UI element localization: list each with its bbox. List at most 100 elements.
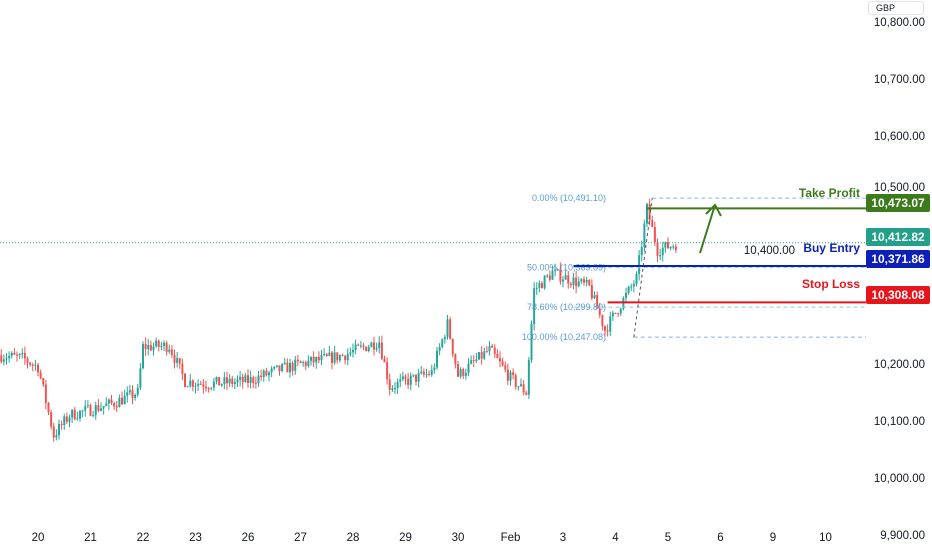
candle-body <box>562 279 564 282</box>
candle-body <box>443 336 446 340</box>
candle-body <box>425 373 428 375</box>
candle-body <box>388 379 391 390</box>
candle-body <box>65 416 68 422</box>
candle-body <box>29 362 32 365</box>
candle-body <box>165 342 168 352</box>
candle-body <box>640 247 643 256</box>
candle-body <box>525 392 528 395</box>
candle-body <box>380 342 383 359</box>
candle-body <box>488 345 491 352</box>
candle-body <box>310 356 312 361</box>
candle-body <box>585 279 588 283</box>
candle-body <box>404 376 407 379</box>
candle-body <box>567 275 570 284</box>
candle-body <box>268 372 270 376</box>
candle-body <box>52 426 55 438</box>
candle-body <box>648 204 651 220</box>
candle-body <box>47 403 50 413</box>
candle-body <box>457 364 459 377</box>
candle-body <box>60 424 63 426</box>
candle-body <box>352 349 354 353</box>
candle-body <box>454 354 457 365</box>
stop-loss-price-badge: 10,308.08 <box>866 286 930 304</box>
candle-body <box>207 388 210 390</box>
candle-body <box>569 283 572 286</box>
candle-body <box>627 286 630 293</box>
fib-trend-line <box>633 198 653 338</box>
candle-body <box>110 399 113 404</box>
candle-body <box>556 269 559 271</box>
candle-body <box>596 295 599 309</box>
candle-body <box>514 375 517 387</box>
candle-body <box>367 347 370 352</box>
candle-body <box>401 376 404 380</box>
candle-body <box>509 372 512 381</box>
candle-body <box>115 406 118 408</box>
price-tick-label: 10,000.00 <box>874 473 925 485</box>
candle-body <box>176 358 179 363</box>
candle-body <box>538 283 541 288</box>
candle-body <box>467 363 470 373</box>
candle-body <box>651 219 654 228</box>
candle-body <box>543 275 546 289</box>
candle-body <box>436 350 438 368</box>
time-tick-label: 22 <box>137 532 150 544</box>
candle-body <box>399 379 402 382</box>
candle-body <box>656 242 659 256</box>
candle-body <box>522 384 525 393</box>
candle-body <box>325 354 328 356</box>
candle-body <box>257 375 260 384</box>
candle-body <box>593 295 596 299</box>
candle-body <box>378 342 381 348</box>
candle-body <box>635 274 638 284</box>
candle-body <box>94 405 97 416</box>
candle-body <box>478 352 480 360</box>
candle-body <box>669 246 672 249</box>
candle-body <box>307 360 310 367</box>
candle-body <box>611 312 614 317</box>
candle-body <box>583 279 585 283</box>
candle-body <box>315 356 318 363</box>
currency-label[interactable]: GBP <box>868 1 924 15</box>
candle-body <box>286 362 289 373</box>
candle-body <box>155 340 158 347</box>
candle-body <box>672 246 675 248</box>
candle-body <box>212 381 215 388</box>
candle-body <box>420 371 423 374</box>
candle-body <box>533 288 536 325</box>
candle-body <box>278 365 281 371</box>
candle-body <box>409 375 412 385</box>
candle-body <box>580 279 583 282</box>
candle-body <box>430 370 433 375</box>
price-tick-label: 10,700.00 <box>874 74 925 86</box>
candle-body <box>76 418 79 420</box>
candle-body <box>223 377 226 384</box>
candle-body <box>249 377 252 384</box>
candle-body <box>554 269 557 272</box>
candle-body <box>244 375 247 383</box>
candle-body <box>173 354 176 363</box>
candle-body <box>189 380 192 387</box>
candle-body <box>142 344 144 369</box>
candle-body <box>601 315 604 327</box>
candle-body <box>609 316 612 332</box>
candle-body <box>407 378 410 385</box>
candle-body <box>58 424 60 436</box>
candle-body <box>375 347 378 350</box>
candle-body <box>220 383 223 386</box>
candle-body <box>588 279 591 286</box>
candle-body <box>412 374 415 376</box>
candle-body <box>451 338 454 355</box>
candle-body <box>84 406 87 411</box>
time-tick-label: 28 <box>347 532 360 544</box>
candle-body <box>622 297 625 309</box>
candle-body <box>205 386 207 389</box>
candle-body <box>228 378 231 384</box>
candle-body <box>472 360 475 362</box>
buy-entry-label: Buy Entry <box>803 241 860 255</box>
candle-body <box>23 352 26 359</box>
candle-body <box>202 384 205 387</box>
candle-body <box>123 395 126 405</box>
candle-body <box>26 358 29 363</box>
